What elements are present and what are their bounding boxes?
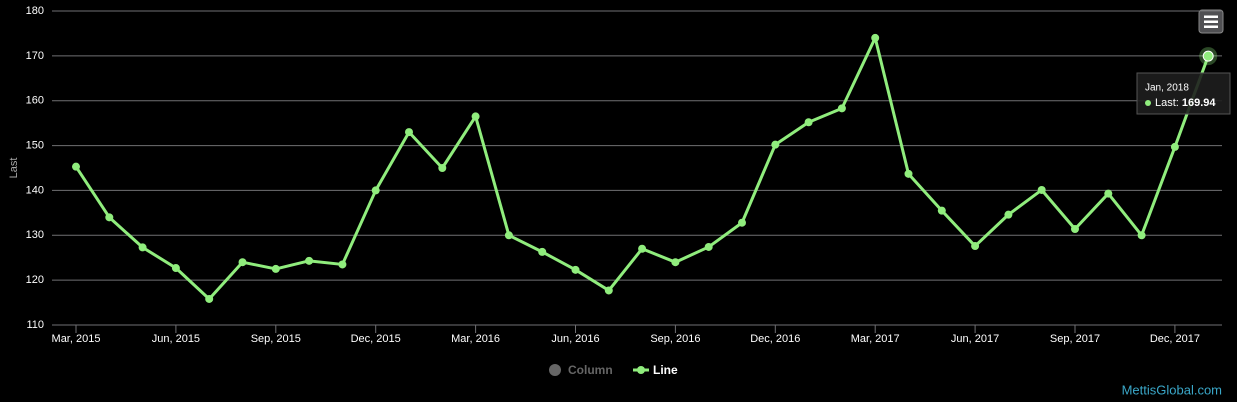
x-tick-label: Dec, 2015 xyxy=(351,333,401,345)
point xyxy=(138,243,147,252)
legend-item[interactable]: Line xyxy=(633,363,678,377)
x-tick-label: Sep, 2016 xyxy=(650,333,700,345)
legend-label: Column xyxy=(568,363,613,377)
point xyxy=(338,260,347,269)
menu-icon xyxy=(1204,15,1218,18)
point xyxy=(1202,50,1214,62)
point xyxy=(738,218,746,227)
point xyxy=(371,186,380,195)
legend-symbol xyxy=(637,366,645,374)
legend-label: Line xyxy=(653,363,678,377)
point xyxy=(205,294,214,303)
point xyxy=(1137,231,1146,240)
point xyxy=(638,244,647,253)
point xyxy=(1104,189,1113,198)
point xyxy=(438,164,447,172)
point xyxy=(305,256,314,265)
tooltip-value: 169.94 xyxy=(1182,97,1217,109)
x-tick-label: Jun, 2015 xyxy=(152,333,200,345)
point xyxy=(471,112,480,121)
credits[interactable]: MettisGlobal.com xyxy=(1122,382,1222,397)
tooltip-label: Jan, 2018 xyxy=(1145,83,1189,94)
point xyxy=(704,242,713,251)
y-axis-title: Last xyxy=(8,158,20,179)
point xyxy=(105,213,114,222)
point xyxy=(937,206,946,215)
y-tick-label: 130 xyxy=(26,229,44,241)
point xyxy=(405,128,413,137)
menu-icon xyxy=(1204,20,1218,23)
x-tick-label: Dec, 2017 xyxy=(1150,333,1200,345)
y-tick-label: 150 xyxy=(26,139,44,151)
x-tick-label: Mar, 2016 xyxy=(451,333,500,345)
y-tick-label: 110 xyxy=(26,319,44,331)
point xyxy=(837,104,846,113)
point xyxy=(238,258,247,267)
point xyxy=(1071,225,1079,234)
tooltip-series: Last: xyxy=(1155,97,1179,109)
x-tick-label: Jun, 2016 xyxy=(551,333,599,345)
x-tick-label: Jun, 2017 xyxy=(951,333,999,345)
menu-icon xyxy=(1204,25,1218,28)
tooltip-box xyxy=(1136,72,1231,115)
y-tick-label: 160 xyxy=(26,95,44,107)
x-tick-label: Dec, 2016 xyxy=(750,333,800,345)
y-tick-label: 140 xyxy=(26,184,44,196)
tooltip: Jan, 2018 Last: 169.94 xyxy=(1136,72,1231,115)
point xyxy=(771,140,780,149)
legend-item[interactable]: Column xyxy=(549,363,613,377)
point xyxy=(1004,210,1013,219)
point xyxy=(504,231,513,240)
menu-button[interactable] xyxy=(1198,9,1224,34)
y-tick-label: 180 xyxy=(26,5,44,17)
point xyxy=(271,264,280,273)
point xyxy=(171,264,180,273)
legend-symbol xyxy=(549,364,561,376)
x-tick-label: Mar, 2015 xyxy=(52,333,101,345)
y-tick-label: 170 xyxy=(26,50,44,62)
x-tick-label: Sep, 2017 xyxy=(1050,333,1100,345)
point xyxy=(804,118,813,127)
point xyxy=(671,258,680,267)
point xyxy=(904,169,913,178)
point xyxy=(1170,142,1179,151)
point xyxy=(1037,185,1046,194)
y-tick-label: 120 xyxy=(26,274,44,286)
tooltip-dot xyxy=(1145,100,1151,106)
point xyxy=(871,33,880,42)
tooltip-text: Last: 169.94 xyxy=(1155,97,1216,109)
point xyxy=(971,242,980,251)
point xyxy=(72,162,80,171)
point xyxy=(538,247,547,256)
x-tick-label: Mar, 2017 xyxy=(851,333,900,345)
point xyxy=(604,286,613,295)
point xyxy=(571,265,580,274)
x-tick-label: Sep, 2015 xyxy=(251,333,301,345)
